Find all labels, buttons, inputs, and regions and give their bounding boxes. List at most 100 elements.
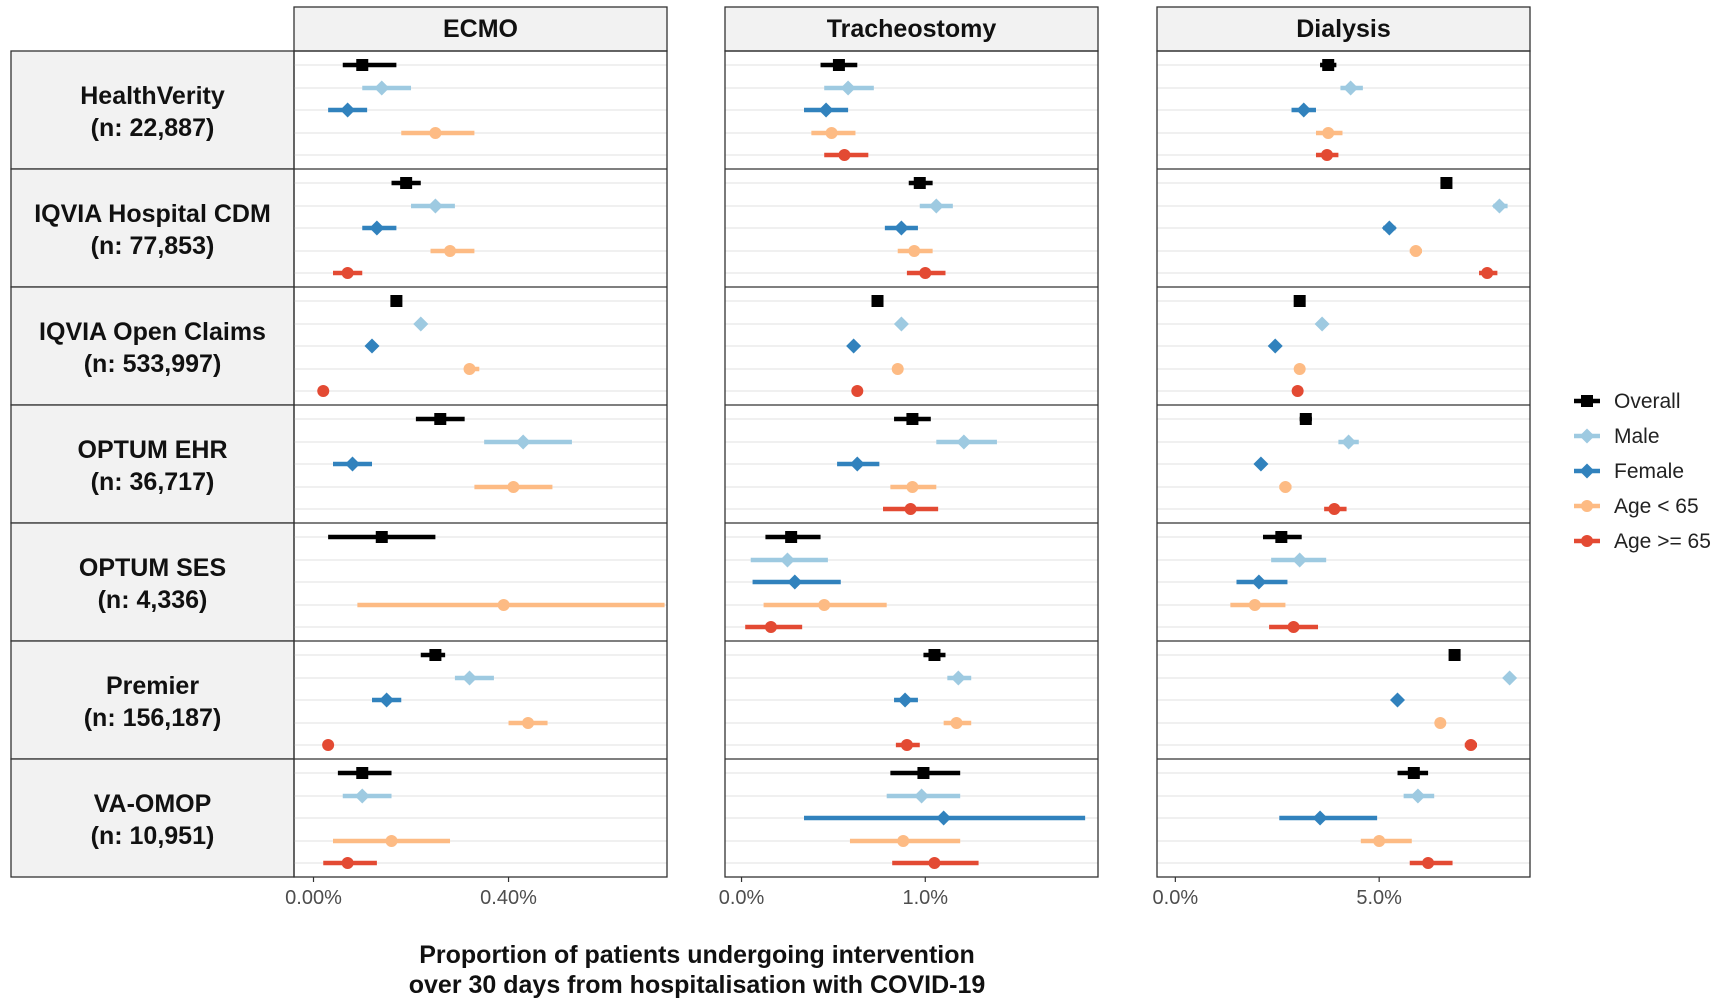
- point-estimate: [1407, 767, 1420, 779]
- row-strip: OPTUM SES (n: 4,336): [10, 522, 295, 642]
- point-estimate: [345, 456, 361, 472]
- point-estimate: [904, 503, 917, 515]
- point-estimate: [897, 692, 913, 708]
- row-strip-box: [10, 758, 295, 878]
- database-name: IQVIA Hospital CDM: [34, 200, 271, 228]
- point-estimate: [787, 574, 803, 590]
- database-name: OPTUM EHR: [78, 436, 228, 464]
- point-estimate: [1296, 102, 1312, 118]
- x-tick-label: 0.0%: [719, 887, 765, 909]
- x-axis-title-line: Proportion of patients undergoing interv…: [419, 941, 975, 969]
- legend-label: Male: [1614, 425, 1660, 448]
- panel-border: [1156, 50, 1531, 878]
- point-estimate: [1267, 338, 1283, 354]
- point-estimate: [928, 649, 941, 661]
- point-estimate: [1314, 316, 1330, 332]
- x-tick-label: 5.0%: [1356, 887, 1402, 909]
- legend-label: Female: [1614, 460, 1684, 483]
- point-estimate: [846, 338, 862, 354]
- point-estimate: [400, 177, 413, 189]
- point-estimate: [906, 413, 919, 425]
- panel-title: Dialysis: [1296, 15, 1391, 43]
- point-estimate: [818, 599, 831, 611]
- point-estimate: [908, 245, 921, 257]
- point-estimate: [427, 198, 443, 214]
- point-estimate: [497, 599, 510, 611]
- point-estimate: [385, 835, 398, 847]
- point-estimate: [891, 363, 904, 375]
- point-estimate: [956, 434, 972, 450]
- x-tick-label: 0.40%: [480, 887, 537, 909]
- point-estimate: [317, 385, 330, 397]
- point-estimate: [429, 127, 442, 139]
- point-estimate: [1312, 810, 1328, 826]
- point-estimate: [919, 267, 932, 279]
- row-strip: IQVIA Hospital CDM (n: 77,853): [10, 168, 295, 288]
- row-strip-box: [10, 168, 295, 288]
- row-strip: VA-OMOP (n: 10,951): [10, 758, 295, 878]
- panel-dialysis: Dialysis 0.0% 5.0%: [1153, 6, 1531, 909]
- point-estimate: [832, 59, 845, 71]
- point-estimate: [507, 481, 520, 493]
- row-strip-box: [10, 286, 295, 406]
- point-estimate: [913, 177, 926, 189]
- legend-key-circle-icon: [1581, 535, 1593, 547]
- database-n: (n: 156,187): [84, 704, 222, 732]
- point-estimate: [893, 316, 909, 332]
- panel-strip: [293, 6, 668, 52]
- legend-label: Age >= 65: [1614, 530, 1711, 553]
- point-estimate: [849, 456, 865, 472]
- x-tick-label: 0.00%: [285, 887, 342, 909]
- panel-tracheostomy: Tracheostomy 0.0% 1.0%: [719, 6, 1099, 909]
- row-strip-box: [10, 640, 295, 760]
- row-strip: IQVIA Open Claims (n: 533,997): [10, 286, 295, 406]
- point-estimate: [374, 80, 390, 96]
- panel-border: [293, 50, 668, 878]
- point-estimate: [434, 413, 447, 425]
- legend-key-square-icon: [1581, 395, 1593, 407]
- point-estimate: [515, 434, 531, 450]
- point-estimate: [950, 670, 966, 686]
- point-estimate: [1248, 599, 1261, 611]
- legend-key-circle-icon: [1581, 500, 1593, 512]
- database-name: VA-OMOP: [94, 790, 212, 818]
- database-name: OPTUM SES: [79, 554, 226, 582]
- point-estimate: [341, 267, 354, 279]
- legend-label: Overall: [1614, 390, 1681, 413]
- point-estimate: [950, 717, 963, 729]
- legend-item-overall: Overall: [1574, 390, 1681, 413]
- point-estimate: [1422, 857, 1435, 869]
- point-estimate: [369, 220, 385, 236]
- database-n: (n: 36,717): [91, 468, 215, 496]
- panel-title: ECMO: [443, 15, 518, 43]
- point-estimate: [917, 767, 930, 779]
- legend-item-age_ge65: Age >= 65: [1574, 530, 1711, 553]
- point-estimate: [906, 481, 919, 493]
- panel-title: Tracheostomy: [827, 15, 997, 43]
- row-strip-box: [10, 404, 295, 524]
- point-estimate: [851, 385, 864, 397]
- point-estimate: [1481, 267, 1494, 279]
- point-estimate: [1322, 127, 1335, 139]
- legend-item-male: Male: [1574, 425, 1660, 448]
- point-estimate: [429, 649, 442, 661]
- point-estimate: [1341, 434, 1357, 450]
- point-estimate: [1410, 788, 1426, 804]
- point-estimate: [1343, 80, 1359, 96]
- point-estimate: [1491, 198, 1507, 214]
- point-estimate: [1440, 177, 1453, 189]
- point-estimate: [341, 857, 354, 869]
- point-estimate: [838, 149, 851, 161]
- point-estimate: [1253, 456, 1269, 472]
- row-strip-box: [10, 50, 295, 170]
- panel-strip: [1156, 6, 1531, 52]
- point-estimate: [928, 198, 944, 214]
- legend-item-age_lt65: Age < 65: [1574, 495, 1699, 518]
- database-n: (n: 533,997): [84, 350, 222, 378]
- legend-label: Age < 65: [1614, 495, 1699, 518]
- point-estimate: [1279, 481, 1292, 493]
- point-estimate: [893, 220, 909, 236]
- legend-key-diamond-icon: [1579, 463, 1595, 479]
- database-name: Premier: [106, 672, 199, 700]
- point-estimate: [340, 102, 356, 118]
